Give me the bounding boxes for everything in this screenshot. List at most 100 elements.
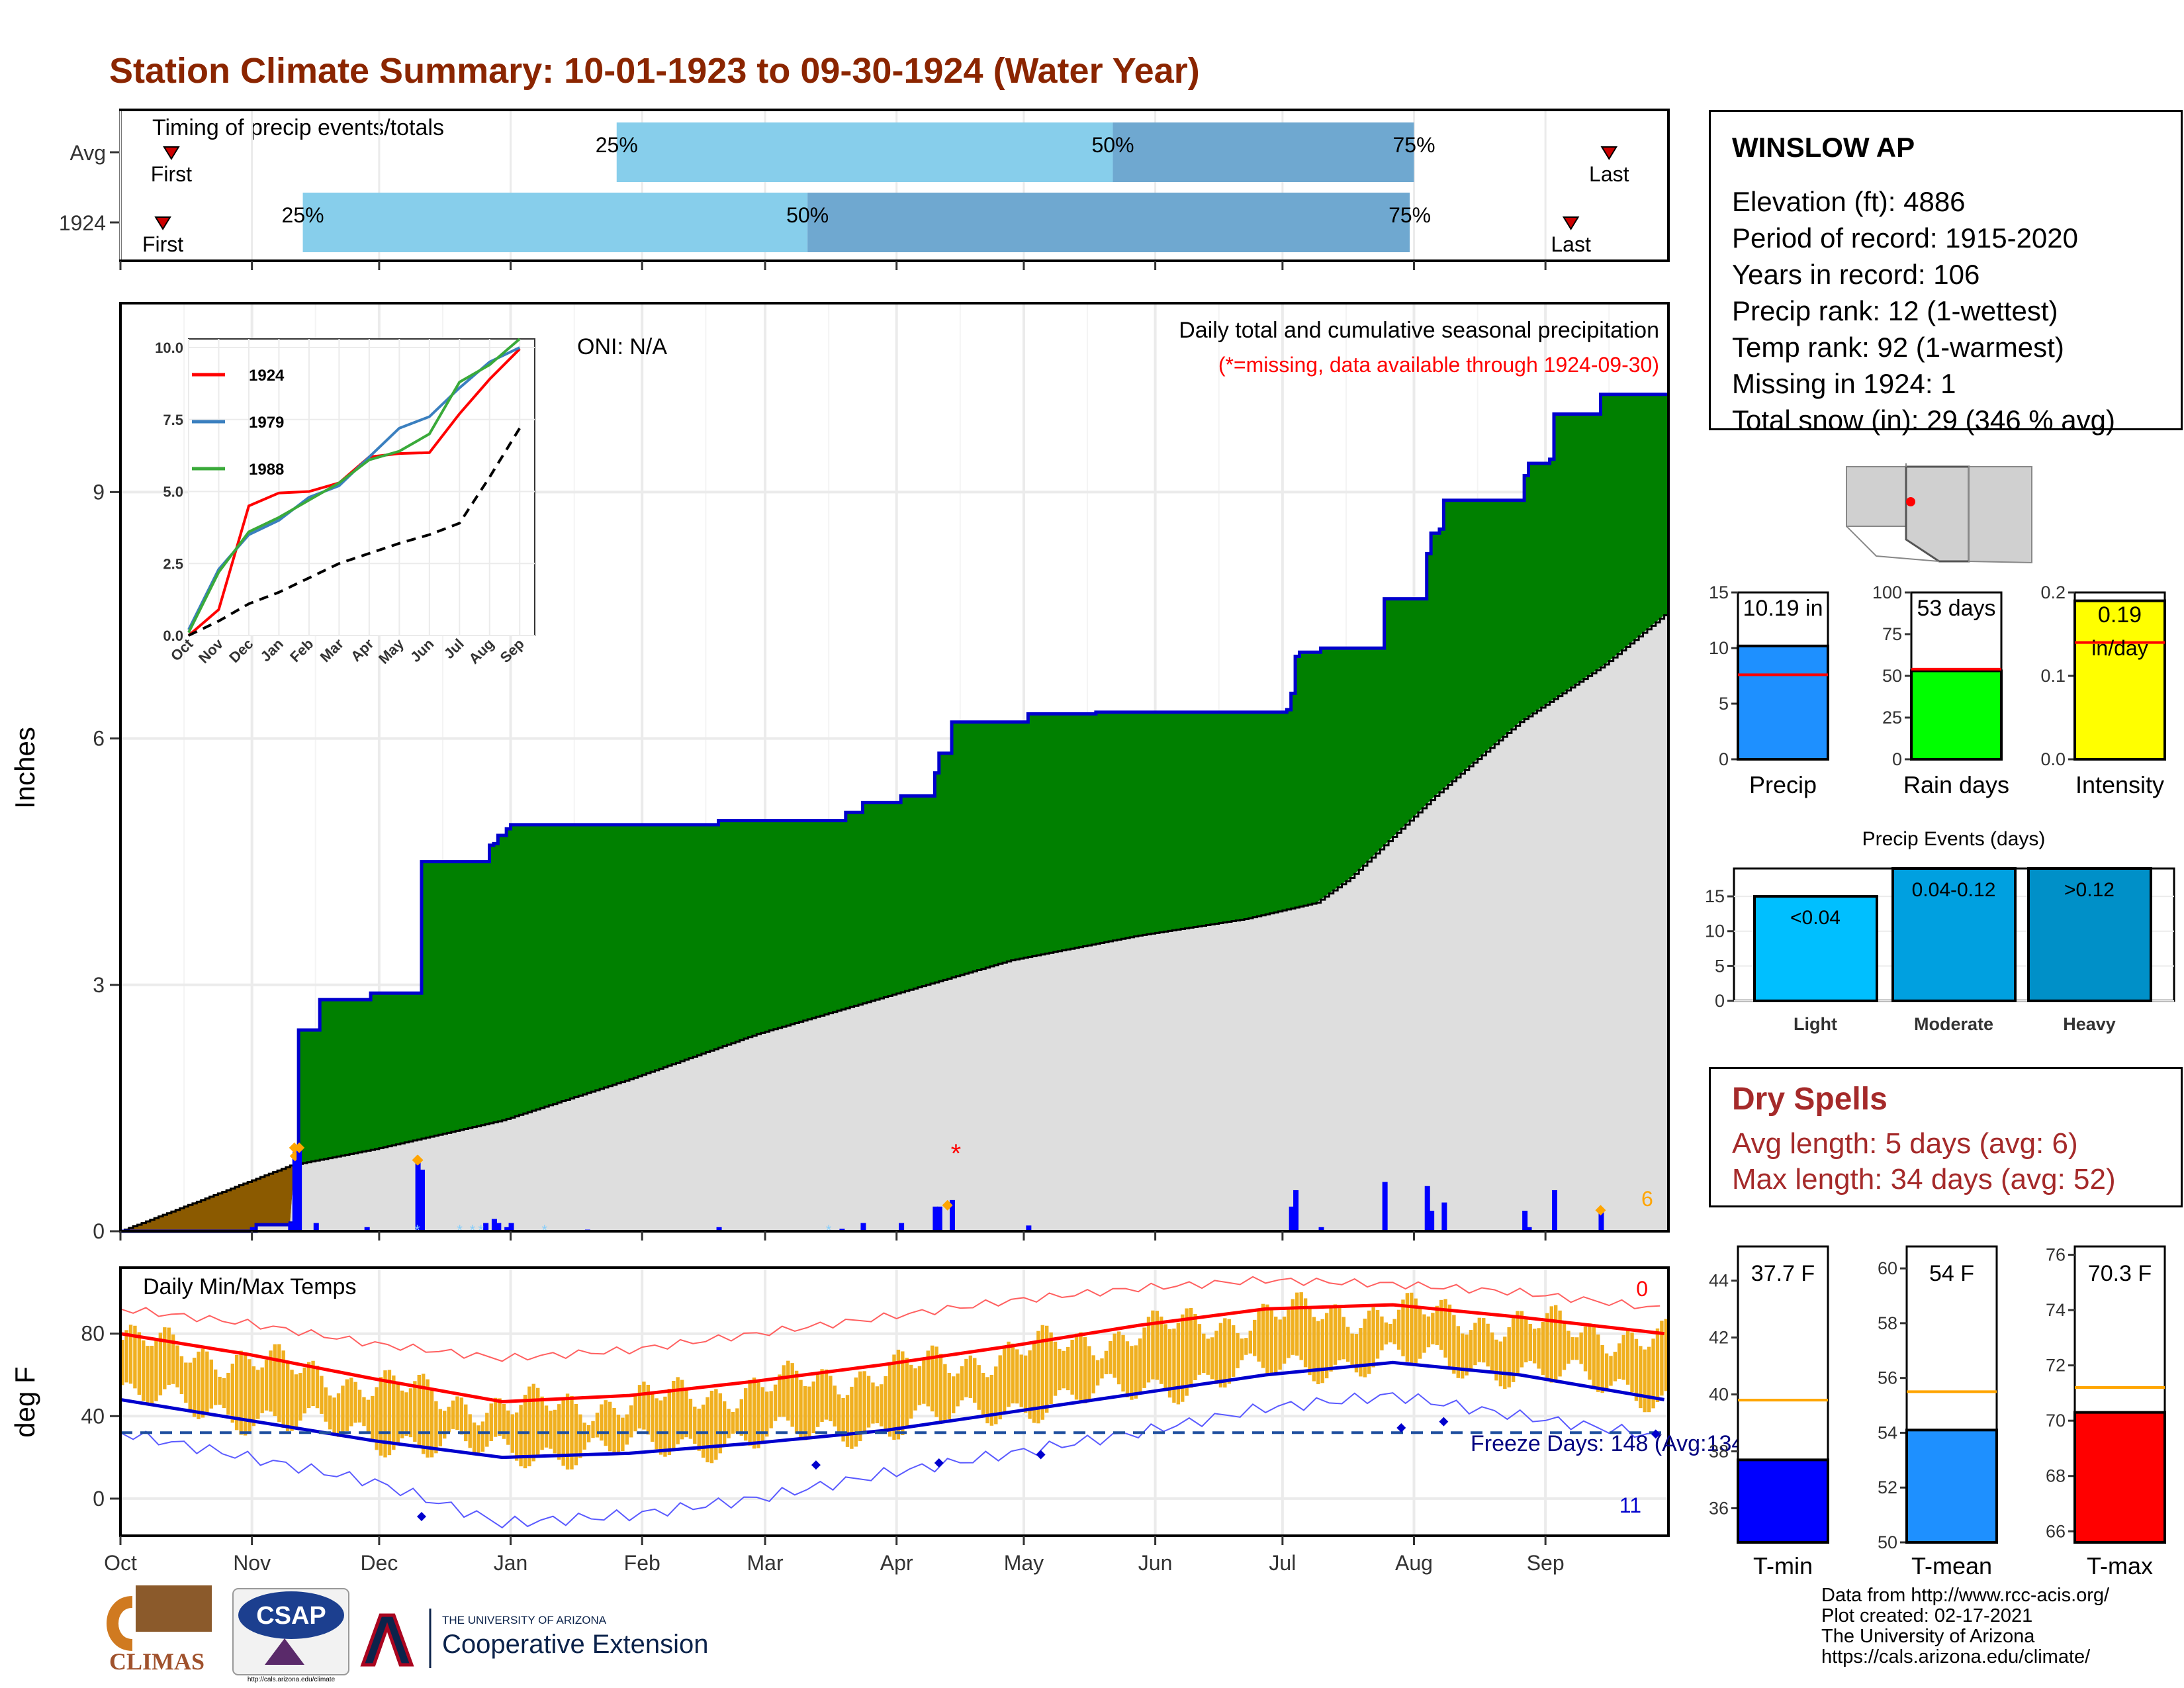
daily-temp-bar (527, 1386, 531, 1467)
month-axis: Oct Nov Dec Jan Feb Mar Apr May Jun Jul Aug Sep (104, 1231, 1565, 1575)
daily-temp-bar (1079, 1332, 1083, 1403)
daily-temp-bar (1329, 1306, 1333, 1372)
daily-temp-bar (1486, 1323, 1490, 1367)
daily-temp-bar (574, 1403, 578, 1466)
daily-temp-bar (1639, 1346, 1643, 1409)
daily-temp-bar (608, 1401, 612, 1452)
daily-temp-bar (1308, 1308, 1312, 1376)
daily-temp-bar (625, 1414, 629, 1445)
daily-temp-bar (1503, 1336, 1507, 1389)
daily-temp-bar (1134, 1345, 1138, 1399)
daily-temp-bar (1002, 1346, 1007, 1413)
precip-y-tick-label: 0 (93, 1219, 105, 1243)
daily-temp-bar (455, 1396, 459, 1430)
daily-temp-bar (375, 1387, 379, 1450)
stat-y-tick-label: 52 (1878, 1477, 1897, 1497)
daily-temp-bar (799, 1380, 803, 1438)
last-event-label: Last (1589, 162, 1629, 186)
stat-y-tick-label: 74 (2046, 1300, 2066, 1320)
stat-y-tick-label: 40 (1709, 1385, 1729, 1405)
daily-temp-bar (1545, 1313, 1549, 1381)
daily-temp-bar (540, 1396, 544, 1450)
daily-temp-bar (1044, 1325, 1049, 1413)
daily-temp-bar (786, 1360, 790, 1421)
daily-temp-bar (773, 1384, 778, 1421)
stat-axis-label: T-mean (1911, 1552, 1992, 1579)
daily-temp-bar (1524, 1316, 1528, 1363)
daily-temp-bar (146, 1346, 150, 1405)
month-tick-label: Apr (880, 1551, 913, 1575)
daily-temp-bar (600, 1404, 604, 1441)
daily-temp-bar (1541, 1321, 1545, 1376)
record-low-marker (1396, 1423, 1406, 1432)
daily-temp-bar (387, 1370, 392, 1456)
inset-legend-label: 1988 (249, 461, 284, 479)
normal-tmax-line (120, 1303, 1664, 1404)
stat-value-bar (1905, 1429, 1998, 1544)
daily-temp-bar (218, 1376, 222, 1405)
daily-temp-bar (184, 1362, 188, 1403)
daily-precip-bar (899, 1223, 905, 1231)
daily-temp-bar (404, 1392, 408, 1436)
timing-panel: Timing of precip events/totals Avg 1924 25… (59, 109, 1670, 270)
climas-logo-text: CLIMAS (109, 1648, 205, 1675)
daily-temp-bar (371, 1395, 375, 1442)
last-event-marker (1600, 146, 1618, 160)
dry-spells-avg: Avg length: 5 days (avg: 6) (1732, 1127, 2078, 1160)
stat-value-label: 54 F (1929, 1261, 1974, 1286)
daily-temp-bar (1185, 1308, 1189, 1396)
daily-temp-bar (794, 1370, 799, 1434)
daily-temp-bar (451, 1400, 455, 1429)
daily-temp-bar (413, 1381, 417, 1442)
daily-temp-bar (379, 1377, 383, 1456)
daily-temp-bar (833, 1385, 837, 1427)
daily-temp-bar (989, 1374, 994, 1426)
daily-precip-bar (1293, 1190, 1299, 1231)
stat-y-tick-label: 76 (2046, 1245, 2066, 1265)
month-tick-label: Jan (494, 1551, 528, 1575)
station-elevation: Elevation (ft): 4886 (1732, 186, 1966, 217)
precip-y-axis-label: Inches (9, 727, 40, 809)
daily-temp-bar (748, 1380, 752, 1446)
daily-temp-bar (477, 1425, 480, 1454)
daily-temp-bar (1121, 1335, 1125, 1392)
oni-label: ONI: N/A (577, 334, 667, 359)
daily-temp-bar (837, 1394, 841, 1434)
events-bar-range: 0.04-0.12 (1912, 879, 1996, 901)
page-title: Station Climate Summary: 10-01-1923 to 0… (109, 51, 1200, 91)
daily-temp-bar (701, 1404, 705, 1458)
daily-temp-bar (1350, 1333, 1354, 1367)
daily-temp-bar (506, 1410, 510, 1445)
daily-temp-bar (1600, 1344, 1604, 1393)
daily-temp-bar (1189, 1307, 1193, 1388)
daily-temp-bar (396, 1383, 400, 1444)
daily-temp-bar (875, 1386, 880, 1424)
stat-axis-label: T-min (1753, 1552, 1813, 1579)
daily-temp-bar (782, 1365, 786, 1417)
month-tick-label: May (1004, 1551, 1044, 1575)
daily-temp-bar (578, 1414, 582, 1458)
stat-y-tick-label: 50 (1878, 1532, 1897, 1552)
stat-value-label: 37.7 F (1751, 1261, 1815, 1286)
daily-temp-bar (417, 1374, 421, 1448)
daily-temp-bar (1236, 1333, 1240, 1368)
ua-logo: THE UNIVERSITY OF ARIZONA Cooperative Ex… (360, 1609, 708, 1668)
events-bar (1891, 867, 2017, 1002)
daily-temp-bar (858, 1371, 862, 1442)
stat-y-tick-label: 60 (1878, 1258, 1897, 1278)
daily-temp-bar (1375, 1310, 1380, 1359)
daily-precip-bar (483, 1223, 489, 1231)
events-y-tick-label: 0 (1715, 991, 1725, 1011)
stat-y-tick-label: 54 (1878, 1423, 1897, 1442)
daily-precip-bar (292, 1157, 298, 1231)
daily-precip-bar (313, 1223, 319, 1231)
daily-precip-bar (1441, 1202, 1447, 1231)
stat-value-label: 53 days (1917, 596, 1995, 621)
csap-logo-cloud (238, 1591, 344, 1639)
daily-temp-bar (998, 1355, 1002, 1420)
station-location-marker (1906, 497, 1915, 506)
daily-temp-bar (735, 1408, 739, 1433)
daily-temp-bar (1320, 1319, 1324, 1383)
temp-panel: 0 40 80 Daily Min/Max Temps Freeze Days: 1… (9, 1266, 1752, 1537)
region-map (1843, 463, 2035, 573)
